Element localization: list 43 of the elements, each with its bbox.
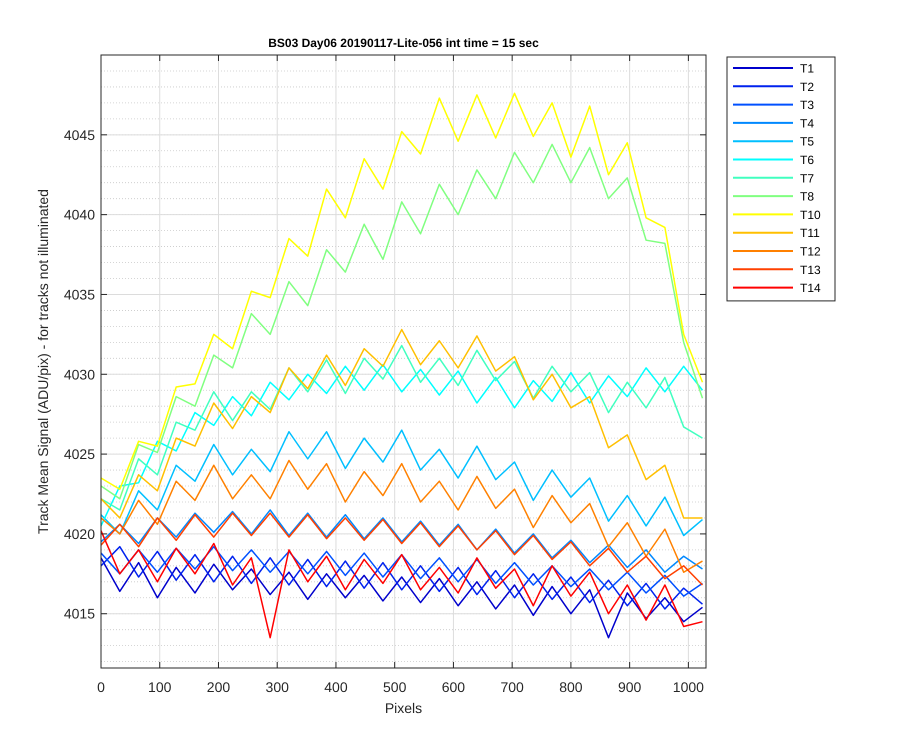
line-series [101,546,704,610]
line-series [101,512,704,586]
chart-title: BS03 Day06 20190117-Lite-056 int time = 15 sec [268,36,540,50]
x-tick-label: 900 [618,679,642,695]
x-tick-label: 800 [559,679,583,695]
x-tick-label: 700 [500,679,524,695]
y-tick-label: 4040 [64,206,96,223]
x-tick-label: 1000 [672,679,704,695]
legend-label: T14 [800,281,822,296]
y-tick-label: 4030 [64,366,96,382]
legend-label: T13 [800,262,822,277]
legend-label: T7 [800,171,814,186]
y-tick-label: 4025 [64,446,96,462]
x-tick-label: 600 [442,679,466,695]
legend-label: T6 [800,153,814,167]
line-series [101,530,704,638]
line-series [101,364,704,527]
legend-label: T12 [800,244,822,258]
legend-label: T2 [800,80,814,94]
y-tick-label: 4015 [64,606,96,622]
y-tick-label: 4045 [64,126,96,143]
x-tick-label: 300 [266,679,290,695]
x-tick-label: 400 [324,679,348,695]
legend-label: T3 [800,98,814,112]
y-axis-title: Track Mean Signal (ADU/pix) - for tracks not illuminated [35,189,51,534]
line-series [101,429,704,536]
x-axis-title: Pixels [384,700,422,716]
y-tick-label: 4035 [64,286,96,302]
y-tick-label: 4020 [64,526,96,542]
x-tick-label: 0 [97,679,106,695]
x-tick-label: 100 [148,679,172,695]
legend-label: T1 [800,62,814,76]
line-series [101,557,704,638]
line-series [101,509,704,573]
x-tick-label: 200 [206,679,230,695]
line-series [101,460,704,573]
legend-label: T5 [800,134,814,149]
legend-label: T4 [800,116,814,130]
legend-label: T11 [800,226,820,240]
legend-label: T8 [800,190,814,204]
line-series [101,546,704,597]
legend-label: T10 [800,208,822,222]
x-tick-label: 500 [383,679,407,695]
